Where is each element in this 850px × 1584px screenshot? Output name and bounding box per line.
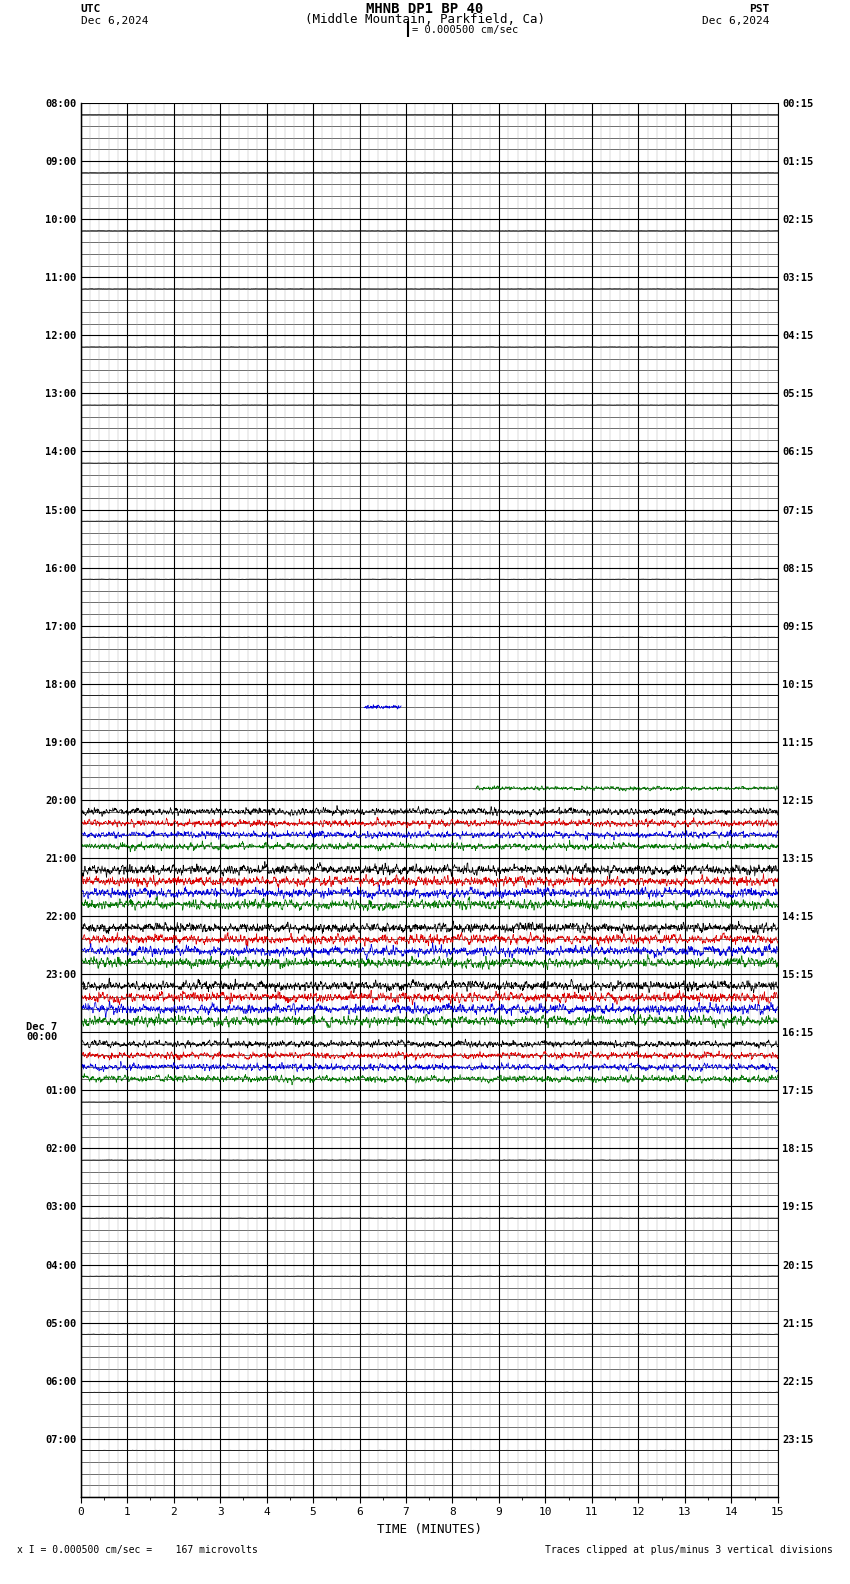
X-axis label: TIME (MINUTES): TIME (MINUTES)	[377, 1522, 482, 1536]
Text: (Middle Mountain, Parkfield, Ca): (Middle Mountain, Parkfield, Ca)	[305, 13, 545, 27]
Text: 00:00: 00:00	[26, 1033, 58, 1042]
Text: = 0.000500 cm/sec: = 0.000500 cm/sec	[412, 24, 518, 35]
Text: Dec 7: Dec 7	[26, 1022, 58, 1033]
Text: UTC: UTC	[81, 3, 101, 14]
Text: x I = 0.000500 cm/sec =    167 microvolts: x I = 0.000500 cm/sec = 167 microvolts	[17, 1546, 258, 1555]
Text: Dec 6,2024: Dec 6,2024	[702, 16, 769, 25]
Text: PST: PST	[749, 3, 769, 14]
Text: Traces clipped at plus/minus 3 vertical divisions: Traces clipped at plus/minus 3 vertical …	[545, 1546, 833, 1555]
Text: MHNB DP1 BP 40: MHNB DP1 BP 40	[366, 2, 484, 16]
Text: Dec 6,2024: Dec 6,2024	[81, 16, 148, 25]
